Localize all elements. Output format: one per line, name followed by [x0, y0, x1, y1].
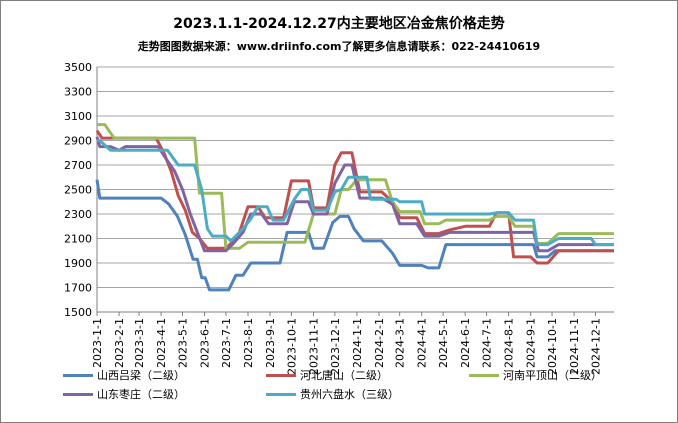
legend-label: 河南平顶山（二级） — [503, 369, 602, 382]
series-line-1 — [95, 179, 614, 292]
y-tick-label: 1700 — [64, 282, 92, 295]
x-tick-label: 2023-5-1 — [176, 318, 189, 368]
x-tick-label: 2023-8-1 — [242, 318, 255, 368]
x-tick-label: 2023-12-1 — [329, 318, 342, 375]
legend-swatch — [63, 393, 93, 396]
legend-swatch — [266, 374, 296, 377]
y-tick-label: 2500 — [64, 184, 92, 197]
legend-swatch — [63, 374, 93, 377]
legend-label: 河北唐山（二级） — [300, 369, 388, 382]
x-tick-label: 2024-1-1 — [351, 318, 364, 368]
legend-label: 贵州六盘水（三级） — [300, 388, 399, 401]
x-tick-label: 2024-3-1 — [394, 318, 407, 368]
y-tick-label: 2300 — [64, 208, 92, 221]
x-tick-label: 2023-4-1 — [155, 318, 168, 368]
x-tick-label: 2024-5-1 — [437, 318, 450, 368]
legend-label: 山东枣庄（二级） — [97, 388, 185, 401]
x-tick-label: 2024-4-1 — [416, 318, 429, 368]
x-tick-label: 2024-7-1 — [481, 318, 494, 368]
x-tick-label: 2024-11-1 — [568, 318, 581, 375]
legend-swatch — [266, 393, 296, 396]
y-tick-label: 2100 — [64, 233, 92, 246]
x-tick-label: 2024-12-1 — [589, 318, 602, 375]
x-tick-label: 2023-2-1 — [113, 318, 126, 368]
x-tick-label: 2024-8-1 — [503, 318, 516, 368]
y-tick-label: 1500 — [64, 306, 92, 319]
y-tick-label: 1900 — [64, 257, 92, 270]
x-tick-label: 2023-6-1 — [199, 318, 212, 368]
series-line-3 — [97, 123, 614, 250]
legend-label: 山西吕梁（二级） — [97, 369, 185, 382]
y-tick-label: 3100 — [64, 110, 92, 123]
y-tick-label: 2900 — [64, 135, 92, 148]
x-tick-label: 2023-9-1 — [264, 318, 277, 368]
y-tick-label: 3300 — [64, 86, 92, 99]
x-tick-label: 2023-7-1 — [220, 318, 233, 368]
chart-title: 2023.1.1-2024.12.27内主要地区冶金焦价格走势 — [173, 16, 505, 32]
y-tick-label: 2700 — [64, 159, 92, 172]
x-tick-label: 2024-9-1 — [525, 318, 538, 368]
x-tick-label: 2023-10-1 — [285, 318, 298, 375]
legend-swatch — [469, 374, 499, 377]
x-tick-label: 2023-11-1 — [307, 318, 320, 375]
x-tick-label: 2023-1-1 — [91, 318, 104, 368]
chart-subtitle: 走势图图数据来源：www.driinfo.com了解更多信息请联系：022-24… — [137, 40, 541, 53]
x-tick-label: 2024-2-1 — [373, 318, 386, 368]
y-tick-label: 3500 — [64, 61, 92, 74]
x-tick-label: 2023-3-1 — [133, 318, 146, 368]
series-line-5 — [97, 139, 614, 247]
x-tick-label: 2024-6-1 — [459, 318, 472, 368]
x-tick-label: 2024-10-1 — [546, 318, 559, 375]
